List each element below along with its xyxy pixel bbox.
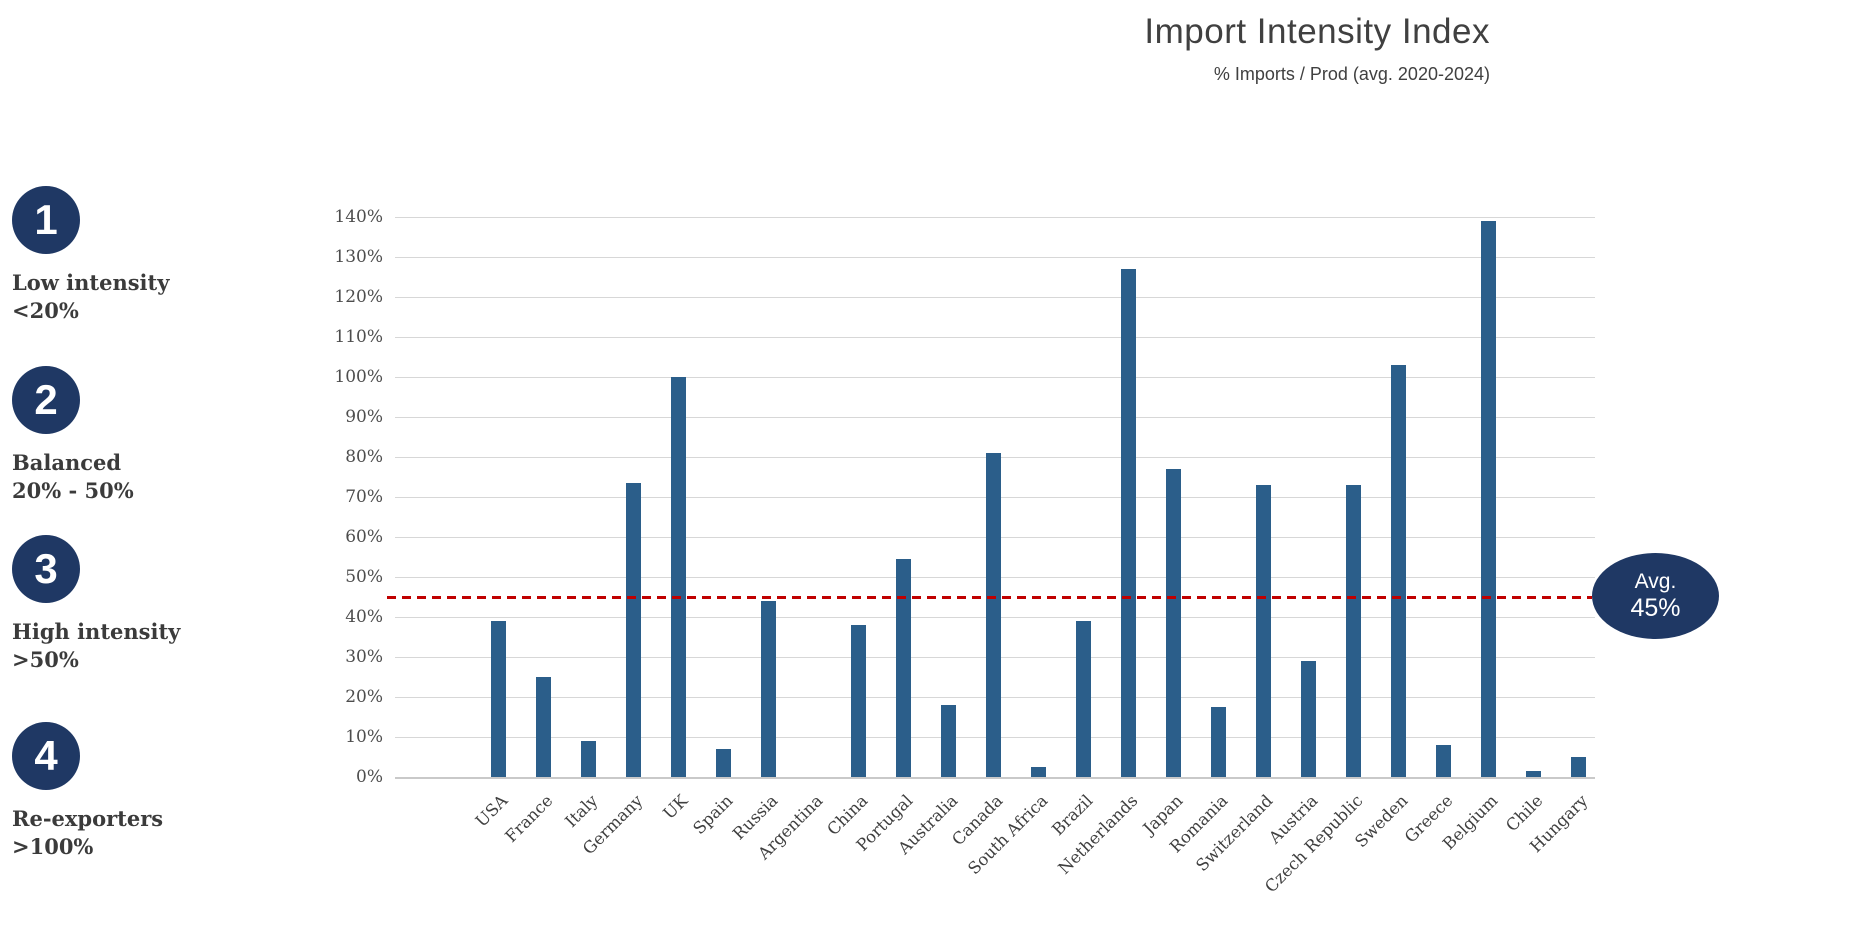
- y-axis-tick-label: 140%: [334, 207, 383, 227]
- bar: [1030, 767, 1046, 777]
- bar: [1480, 221, 1496, 777]
- gridline: [395, 257, 1595, 258]
- bar: [1345, 485, 1361, 777]
- gridline: [395, 417, 1595, 418]
- bar: [1300, 661, 1316, 777]
- gridline: [395, 777, 1595, 779]
- bar: [670, 377, 686, 777]
- y-axis-tick-label: 90%: [345, 407, 383, 427]
- bar: [1525, 771, 1541, 777]
- average-badge-label: Avg.: [1634, 570, 1677, 593]
- legend-item-text: Balanced 20% - 50%: [12, 449, 232, 505]
- legend-item-label: High intensity: [12, 619, 181, 644]
- legend-item-re-exporters: 4 Re-exporters >100%: [12, 722, 232, 861]
- bar: [1435, 745, 1451, 777]
- average-line: [387, 596, 1592, 599]
- bar: [1165, 469, 1181, 777]
- y-axis-tick-label: 10%: [345, 727, 383, 747]
- y-axis-tick-label: 20%: [345, 687, 383, 707]
- bar: [895, 559, 911, 777]
- bar: [1570, 757, 1586, 777]
- gridline: [395, 297, 1595, 298]
- legend-item-label: Low intensity: [12, 270, 170, 295]
- page-title: Import Intensity Index: [1144, 12, 1490, 51]
- bar: [760, 601, 776, 777]
- legend-item-range: 20% - 50%: [12, 478, 134, 503]
- legend-number-badge: 2: [12, 366, 80, 434]
- bar: [1075, 621, 1091, 777]
- bar: [850, 625, 866, 777]
- bar: [1390, 365, 1406, 777]
- legend-item-label: Balanced: [12, 450, 122, 475]
- legend-item-text: Re-exporters >100%: [12, 805, 232, 861]
- bar: [580, 741, 596, 777]
- legend-item-range: >100%: [12, 834, 94, 859]
- gridline: [395, 337, 1595, 338]
- legend-item-balanced: 2 Balanced 20% - 50%: [12, 366, 232, 505]
- y-axis-tick-label: 120%: [334, 287, 383, 307]
- legend-item-range: >50%: [12, 647, 79, 672]
- bar: [1120, 269, 1136, 777]
- y-axis-tick-label: 60%: [345, 527, 383, 547]
- y-axis-tick-label: 0%: [356, 767, 383, 787]
- legend-item-high-intensity: 3 High intensity >50%: [12, 535, 232, 674]
- legend-item-range: <20%: [12, 298, 79, 323]
- y-axis-tick-label: 40%: [345, 607, 383, 627]
- bar: [985, 453, 1001, 777]
- legend-number-badge: 4: [12, 722, 80, 790]
- legend-item-text: Low intensity <20%: [12, 269, 232, 325]
- gridline: [395, 217, 1595, 218]
- legend-item-low-intensity: 1 Low intensity <20%: [12, 186, 232, 325]
- legend-number-badge: 1: [12, 186, 80, 254]
- average-badge: Avg. 45%: [1592, 553, 1719, 639]
- average-badge-value: 45%: [1630, 594, 1681, 622]
- bar: [940, 705, 956, 777]
- legend-number-badge: 3: [12, 535, 80, 603]
- gridline: [395, 377, 1595, 378]
- page-subtitle: % Imports / Prod (avg. 2020-2024): [1213, 64, 1490, 84]
- bar: [1210, 707, 1226, 777]
- y-axis-tick-label: 30%: [345, 647, 383, 667]
- y-axis-tick-label: 80%: [345, 447, 383, 467]
- y-axis-tick-label: 130%: [334, 247, 383, 267]
- legend-item-label: Re-exporters: [12, 806, 164, 831]
- legend-item-text: High intensity >50%: [12, 618, 232, 674]
- plot-area: [395, 217, 1595, 779]
- y-axis-tick-label: 50%: [345, 567, 383, 587]
- bar: [715, 749, 731, 777]
- bar: [1255, 485, 1271, 777]
- y-axis-tick-label: 70%: [345, 487, 383, 507]
- y-axis-tick-label: 100%: [334, 367, 383, 387]
- bar: [490, 621, 506, 777]
- bar: [625, 483, 641, 777]
- y-axis-tick-label: 110%: [334, 327, 383, 347]
- bar: [535, 677, 551, 777]
